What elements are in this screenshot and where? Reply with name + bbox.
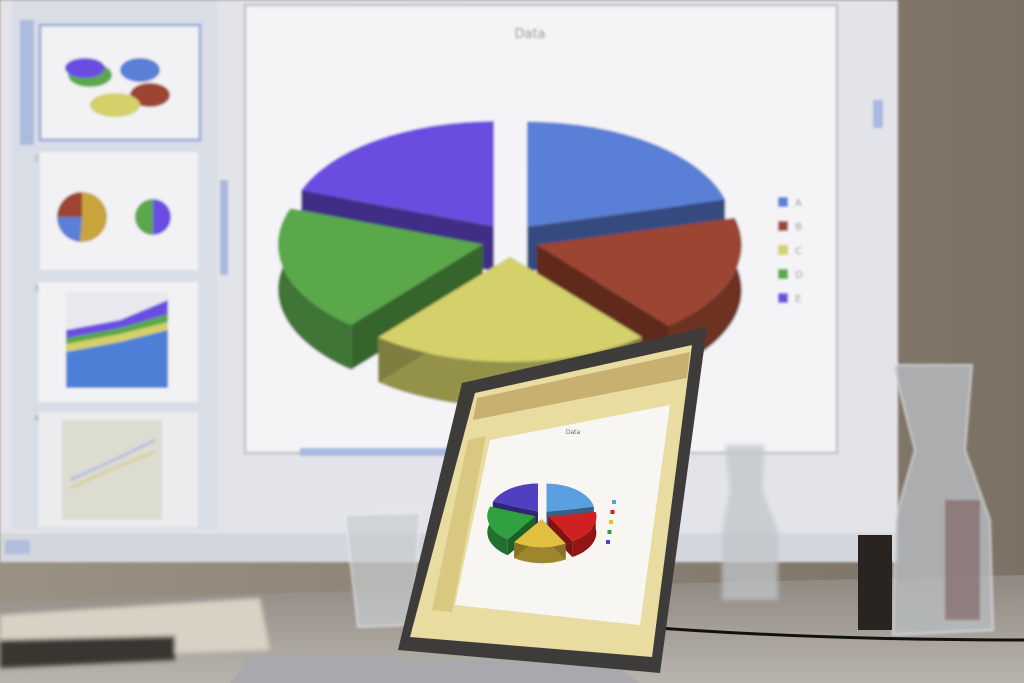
laptop-thumbnails	[432, 436, 486, 612]
scrollbar[interactable]	[220, 180, 228, 275]
cable	[619, 623, 1024, 642]
legend-swatch	[778, 221, 788, 231]
slide-title: Data	[514, 27, 545, 42]
thumb-number: 2	[34, 154, 39, 163]
laptop: Data	[230, 327, 707, 683]
laptop-legend	[606, 500, 616, 544]
pie-chart	[277, 121, 742, 407]
laptop-slide-title: Data	[566, 429, 581, 436]
thumb-number: 3	[34, 284, 39, 293]
cup	[858, 535, 892, 630]
laptop-legend-swatch	[606, 540, 610, 544]
horizontal-scrollbar[interactable]	[300, 448, 450, 456]
legend: A B C D E	[778, 197, 803, 305]
laptop-legend-swatch	[607, 530, 612, 534]
laptop-pie-chart	[487, 483, 597, 564]
laptop-toolbar	[473, 352, 690, 420]
pie-slice	[514, 519, 566, 548]
pie-slice	[277, 208, 483, 325]
thumbnail-3	[38, 282, 198, 402]
water-carafe	[891, 364, 995, 637]
legend-swatch	[778, 245, 788, 255]
pie-slice	[548, 511, 597, 542]
legend-label: A	[795, 198, 802, 209]
thumbnail-4	[38, 412, 198, 527]
pie-slice	[487, 506, 536, 540]
laptop-legend-swatch	[612, 500, 616, 504]
pie-slice	[546, 483, 594, 512]
pie-slice	[527, 121, 726, 227]
laptop-legend-swatch	[609, 520, 613, 524]
water-carafe-small	[722, 445, 778, 600]
legend-label: D	[795, 270, 803, 281]
pie-slice	[536, 217, 742, 326]
legend-swatch	[778, 197, 788, 207]
thumb-number: 4	[34, 414, 39, 423]
legend-label: E	[795, 294, 801, 305]
thumbnail-1	[38, 23, 202, 142]
laptop-legend-swatch	[610, 510, 615, 514]
legend-swatch	[778, 293, 788, 303]
pie-slice	[378, 256, 642, 362]
legend-swatch	[778, 269, 788, 279]
thumbnail-2	[40, 152, 198, 270]
legend-label: B	[795, 222, 802, 233]
pie-slice-side	[572, 511, 597, 558]
book	[0, 598, 270, 668]
pie-slice-side	[487, 506, 508, 556]
pie-slice	[492, 483, 538, 512]
pie-slice-side	[277, 208, 352, 370]
pie-slice-wall	[548, 516, 573, 558]
pie-slice	[301, 121, 494, 227]
legend-label: C	[795, 246, 802, 257]
